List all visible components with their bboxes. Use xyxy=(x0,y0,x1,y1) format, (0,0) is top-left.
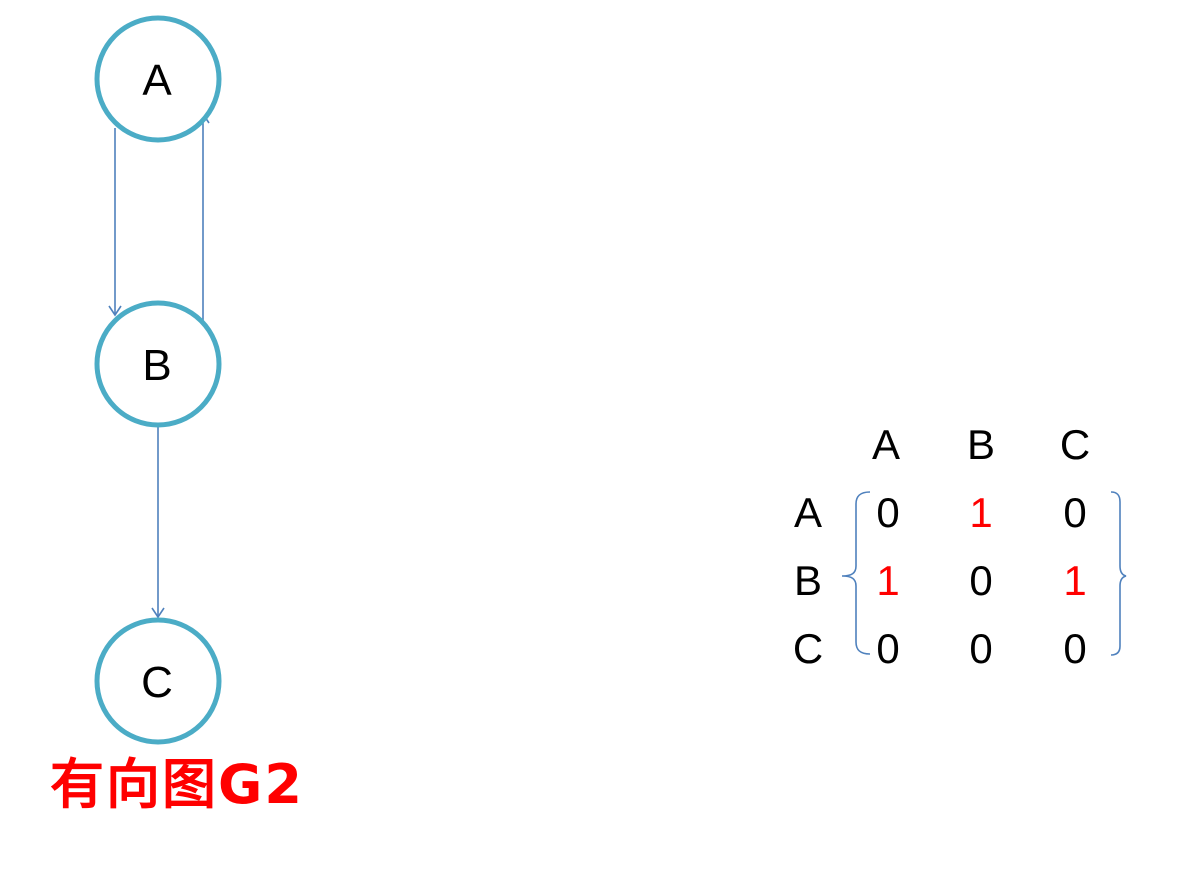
edges xyxy=(108,112,210,619)
matrix-row-header-c: C xyxy=(793,625,823,672)
node-a-label: A xyxy=(142,56,172,105)
node-b-circle xyxy=(94,300,222,428)
matrix-cell: 1 xyxy=(876,557,899,604)
matrix-col-header-c: C xyxy=(1060,421,1090,468)
matrix-cell: 0 xyxy=(876,489,899,536)
node-c: C xyxy=(94,617,222,745)
matrix-row-header-b: B xyxy=(794,557,822,604)
matrix-cell: 1 xyxy=(969,489,992,536)
matrix-left-brace xyxy=(841,491,871,655)
adjacency-matrix: A B C A B C 0 1 0 1 0 1 0 0 0 xyxy=(793,421,1127,672)
matrix-col-header-b: B xyxy=(967,421,995,468)
matrix-col-header-a: A xyxy=(872,421,900,468)
node-a-circle xyxy=(94,15,222,143)
matrix-cell: 1 xyxy=(1063,557,1086,604)
matrix-cell: 0 xyxy=(969,625,992,672)
node-b: B xyxy=(94,300,222,428)
graph-title: 有向图G2 xyxy=(50,753,304,816)
matrix-cell: 0 xyxy=(1063,625,1086,672)
matrix-row-header-a: A xyxy=(794,489,822,536)
matrix-cell: 0 xyxy=(969,557,992,604)
node-c-circle xyxy=(94,617,222,745)
matrix-right-bracket xyxy=(1110,491,1127,656)
matrix-cell: 0 xyxy=(876,625,899,672)
node-c-label: C xyxy=(141,658,173,707)
node-a: A xyxy=(94,15,222,143)
node-b-label: B xyxy=(142,341,171,390)
matrix-cell: 0 xyxy=(1063,489,1086,536)
